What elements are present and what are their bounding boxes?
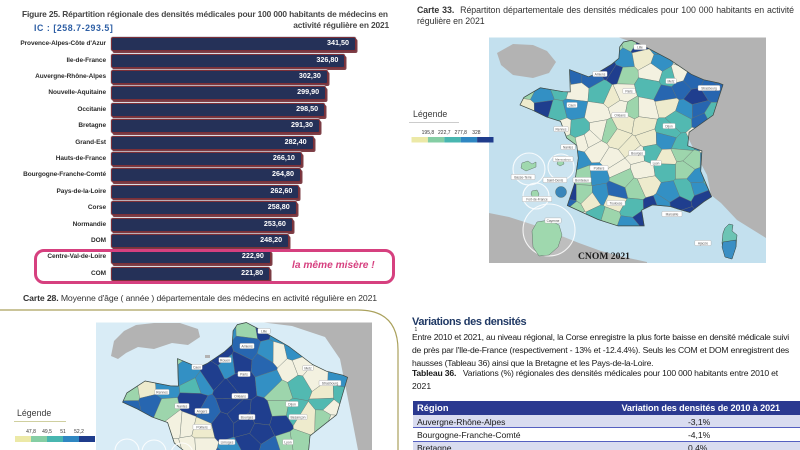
svg-text:Marseille: Marseille [666, 212, 679, 216]
svg-text:Ajaccio: Ajaccio [698, 241, 709, 245]
svg-text:Saint-Denis: Saint-Denis [547, 178, 564, 182]
svg-text:49,5: 49,5 [42, 429, 52, 435]
svg-text:Poitiers: Poitiers [196, 425, 208, 429]
svg-text:Toulouse: Toulouse [610, 201, 623, 205]
svg-text:Lille: Lille [637, 45, 643, 49]
svg-text:Besançon: Besançon [290, 415, 305, 419]
svg-text:Amiens: Amiens [595, 72, 606, 76]
svg-text:Metz: Metz [668, 79, 675, 83]
svg-text:Angers: Angers [197, 409, 208, 413]
svg-text:Strasbourg: Strasbourg [322, 381, 339, 385]
svg-text:222,7: 222,7 [438, 130, 451, 136]
svg-text:Metz: Metz [304, 366, 312, 370]
svg-text:195,8: 195,8 [422, 130, 435, 136]
svg-text:Orléans: Orléans [234, 394, 246, 398]
svg-text:Mamoudzou: Mamoudzou [555, 157, 571, 161]
svg-text:Lille: Lille [261, 329, 267, 333]
svg-text:Cayenne: Cayenne [547, 219, 560, 223]
svg-text:Caen: Caen [193, 365, 201, 369]
svg-text:Poitiers: Poitiers [594, 166, 605, 170]
svg-text:52,2: 52,2 [74, 429, 84, 435]
svg-text:328: 328 [472, 130, 481, 136]
svg-text:Rennes: Rennes [556, 127, 567, 131]
svg-text:Dijon: Dijon [288, 402, 296, 406]
svg-text:Caen: Caen [568, 103, 576, 107]
svg-text:Rennes: Rennes [156, 390, 168, 394]
svg-text:51: 51 [60, 429, 66, 435]
svg-text:47,8: 47,8 [26, 429, 36, 435]
svg-text:Bourges: Bourges [631, 151, 643, 155]
svg-text:Orléans: Orléans [614, 113, 626, 117]
svg-text:Paris: Paris [240, 372, 248, 376]
svg-text:Lyon: Lyon [284, 440, 291, 444]
svg-text:Basse-Terre: Basse-Terre [514, 175, 531, 179]
svg-text:Dijon: Dijon [665, 124, 672, 128]
svg-text:Bordeaux: Bordeaux [575, 178, 589, 182]
svg-text:Fort-de-France: Fort-de-France [526, 197, 547, 201]
svg-text:Nantes: Nantes [177, 404, 188, 408]
svg-text:Amiens: Amiens [241, 344, 253, 348]
svg-text:Bourges: Bourges [241, 415, 254, 419]
svg-text:Nantes: Nantes [563, 145, 574, 149]
svg-text:Paris: Paris [625, 89, 633, 93]
svg-text:Limoges: Limoges [221, 440, 234, 444]
svg-text:Lyon: Lyon [653, 161, 660, 165]
svg-text:Strasbourg: Strasbourg [701, 86, 717, 90]
svg-text:Rouen: Rouen [220, 358, 230, 362]
svg-text:277,8: 277,8 [454, 130, 467, 136]
